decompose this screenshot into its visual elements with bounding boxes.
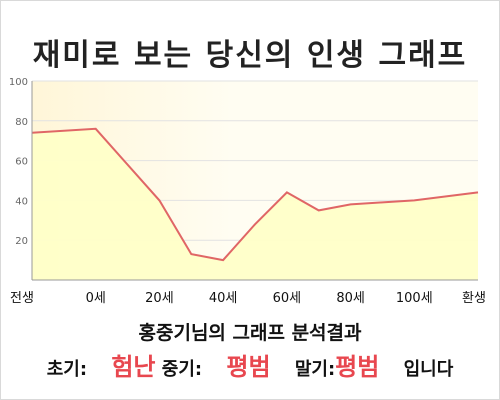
x-tick-label: 0세 bbox=[86, 291, 106, 306]
summary-result: 초기: 험난 중기: 평범 말기:평범 입니다 bbox=[0, 347, 500, 382]
x-tick-label: 60세 bbox=[273, 291, 302, 306]
y-tick-label: 60 bbox=[15, 157, 28, 168]
late-value: 평범 bbox=[335, 353, 380, 381]
y-tick-label: 40 bbox=[15, 196, 28, 207]
early-value: 험난 bbox=[111, 353, 156, 381]
y-tick-label: 80 bbox=[15, 117, 28, 128]
mid-value: 평범 bbox=[226, 353, 271, 381]
ending-text: 입니다 bbox=[403, 359, 454, 380]
life-area-fill bbox=[32, 128, 478, 280]
early-label: 초기: bbox=[46, 359, 88, 380]
life-series-line bbox=[31, 127, 479, 262]
y-tick-label: 20 bbox=[15, 236, 28, 247]
chart-title: 재미로 보는 당신의 인생 그래프 bbox=[32, 38, 468, 73]
mid-label: 중기: bbox=[161, 359, 203, 380]
x-tick-labels: 전생 0세 20세 40세 60세 80세 100세 환생 bbox=[10, 291, 486, 306]
y-tick-labels: 20 40 60 80 100 bbox=[9, 77, 28, 247]
x-tick-label: 전생 bbox=[10, 291, 34, 306]
summary-title: 홍중기님의 그래프 분석결과 bbox=[138, 322, 362, 344]
late-label: 말기: bbox=[294, 359, 336, 380]
x-tick-label: 20세 bbox=[145, 291, 174, 306]
y-tick-label: 100 bbox=[9, 77, 28, 88]
x-tick-label: 환생 bbox=[462, 291, 486, 306]
x-tick-label: 80세 bbox=[336, 291, 365, 306]
x-tick-label: 40세 bbox=[209, 291, 238, 306]
x-tick-label: 100세 bbox=[396, 291, 433, 306]
life-graph-chart: 20 40 60 80 100 전생 0세 20세 40세 60세 80세 100세 환생 bbox=[9, 77, 486, 306]
